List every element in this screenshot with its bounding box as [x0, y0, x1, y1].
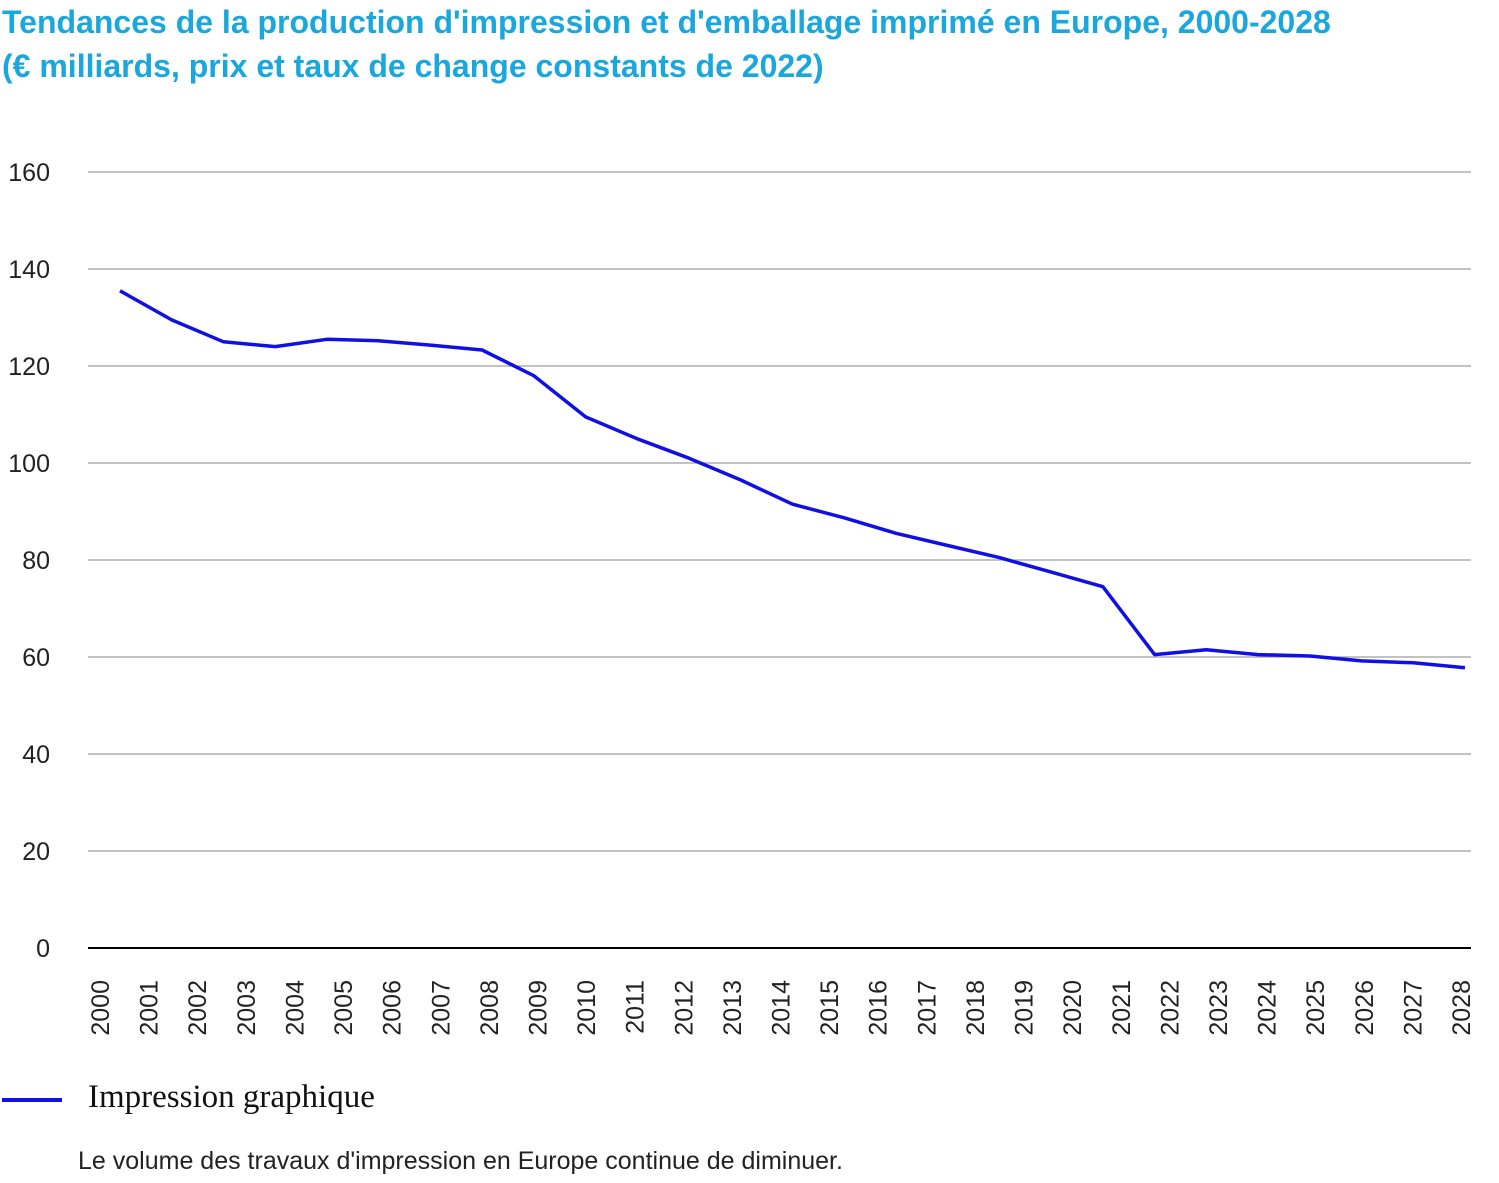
x-tick-label: 2014 — [768, 980, 796, 1036]
x-tick-label: 2006 — [379, 980, 407, 1036]
x-axis-ticks: 2000 2001 2002 2003 2004 2005 2006 2007 2008 2009… — [87, 980, 1476, 1036]
x-tick-label: 2012 — [670, 980, 698, 1036]
x-tick-label: 2002 — [184, 980, 212, 1036]
x-tick-label: 2013 — [719, 980, 747, 1036]
y-tick-label: 0 — [36, 935, 50, 963]
legend: Impression graphique — [0, 1077, 700, 1123]
x-tick-label: 2025 — [1302, 980, 1330, 1036]
y-tick-label: 60 — [22, 644, 50, 672]
series-line-impression-graphique — [119, 289, 1466, 670]
y-tick-label: 80 — [22, 547, 50, 575]
x-tick-label: 2016 — [865, 980, 893, 1036]
x-tick-label: 2003 — [233, 980, 261, 1036]
series-layer — [119, 289, 1466, 670]
x-tick-label: 2007 — [427, 980, 455, 1036]
x-tick-label: 2021 — [1108, 980, 1136, 1036]
y-tick-label: 100 — [8, 450, 50, 478]
x-tick-label: 2020 — [1059, 980, 1087, 1036]
grid-lines — [88, 171, 1471, 949]
y-axis-ticks: 0 20 40 60 80 100 120 140 160 — [8, 159, 50, 963]
x-tick-label: 2015 — [816, 980, 844, 1036]
chart-title-line-2: (€ milliards, prix et taux de change con… — [2, 48, 824, 84]
y-tick-label: 40 — [22, 741, 50, 769]
legend-label: Impression graphique — [88, 1079, 375, 1115]
x-tick-label: 2018 — [962, 980, 990, 1036]
y-tick-label: 140 — [8, 256, 50, 284]
x-tick-label: 2011 — [622, 980, 650, 1034]
y-tick-label: 120 — [8, 353, 50, 381]
x-tick-label: 2028 — [1448, 980, 1476, 1036]
x-tick-label: 2000 — [87, 980, 115, 1036]
x-tick-label: 2026 — [1351, 980, 1379, 1036]
x-tick-label: 2023 — [1205, 980, 1233, 1036]
x-tick-label: 2010 — [573, 980, 601, 1036]
x-tick-label: 2019 — [1011, 980, 1039, 1036]
y-tick-label: 20 — [22, 838, 50, 866]
x-tick-label: 2009 — [524, 980, 552, 1036]
x-tick-label: 2001 — [136, 980, 164, 1036]
x-tick-label: 2005 — [330, 980, 358, 1036]
chart-caption: Le volume des travaux d'impression en Eu… — [78, 1147, 843, 1175]
x-tick-label: 2027 — [1399, 980, 1427, 1036]
x-tick-label: 2004 — [281, 980, 309, 1036]
chart-title: Tendances de la production d'impression … — [2, 0, 1499, 88]
x-tick-label: 2024 — [1254, 980, 1282, 1036]
chart-title-line-1: Tendances de la production d'impression … — [2, 4, 1331, 40]
legend-swatch — [2, 1098, 62, 1102]
y-tick-label: 160 — [8, 159, 50, 187]
x-tick-label: 2017 — [913, 980, 941, 1036]
x-tick-label: 2008 — [476, 980, 504, 1036]
x-tick-label: 2022 — [1156, 980, 1184, 1036]
